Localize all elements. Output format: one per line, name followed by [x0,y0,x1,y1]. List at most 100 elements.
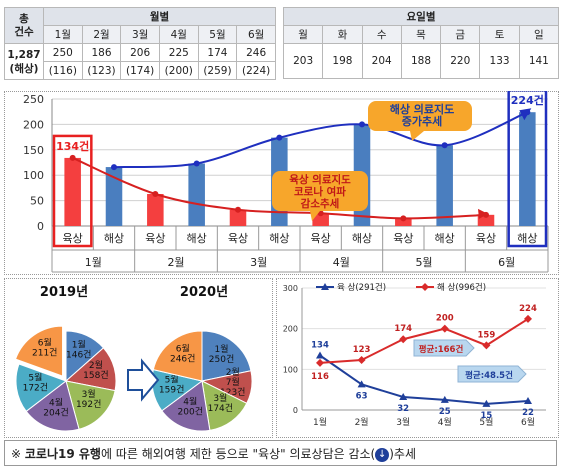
line-legend: 육 상(291건) 해 상(996건) [316,282,486,293]
pie-2019-title: 2019년 [40,285,88,300]
y-tick-label: 200 [23,118,44,131]
line-series-sea [319,318,529,364]
month-total-5: 174 [197,43,238,62]
month-header-4: 4월 [158,25,199,44]
sea-jun-label: 224건 [511,93,544,107]
sea-trend-callout-shape [368,101,472,141]
land-marker [482,399,491,407]
sea-trend-line [113,111,528,169]
weekday-header-3: 수 [361,25,402,44]
y-tick-label: 0 [293,406,298,415]
weekday-value-5: 220 [440,43,481,79]
pie-slice [161,380,211,432]
land-marker [399,392,408,400]
pie-slice-label: 4월 204건 [43,396,68,418]
pie-slice-label-line: 6월 [38,337,52,349]
sea-trend-marker [193,160,200,167]
bar-land-3 [229,209,247,226]
sub-category-label: 해상 [517,231,537,245]
sub-category-label: 해상 [352,231,372,245]
land-data-label: 15 [480,411,492,421]
y-tick-label: 250 [23,93,44,106]
land-trend-arrowhead [478,208,488,219]
total-count-cell: 1,287 (해상) [4,43,44,80]
x-tick-label: 6월 [521,416,535,428]
weekday-header-5: 금 [440,25,481,44]
land-average-text: 평균:48.5건 [465,370,513,381]
pie-slice-label-line: 211건 [32,348,57,359]
pie-slice-label-line: 192건 [76,399,101,410]
x-tick-label: 4월 [438,416,452,428]
land-data-label: 63 [356,391,368,401]
weekday-value-4: 188 [400,43,442,79]
sea-data-label: 123 [353,345,371,355]
land-data-label: 22 [522,408,534,418]
pie-slice-label-line: 3월 [82,388,96,400]
sub-category-label: 육상 [393,232,413,245]
sea-average-shape [413,339,475,357]
sea-data-label: 159 [478,330,496,340]
pie-slice-label-line: 204건 [43,407,68,418]
sea-trend-arrowhead [519,108,532,121]
pie-slice-label: 1월 250건 [209,343,234,365]
pie-slice-label-line: 3월 [213,392,227,404]
month-label: 3월 [250,256,267,269]
month-header-6: 6월 [236,25,276,44]
pie-slice-label-line: 146건 [66,350,91,361]
x-tick-label: 2월 [355,416,369,428]
sea-marker [440,324,449,333]
bar-sea-2 [188,163,205,226]
land-marker [316,351,324,359]
pie-slice-label-line: 4월 [49,396,63,408]
pie-slice-label: 3월 192건 [76,388,101,410]
pie-slice-label-line: 200건 [178,407,203,418]
sea-trend-marker [276,134,283,141]
land-data-label: 25 [439,407,451,417]
sea-trend-callout: 해상 의료지도 증가추세 [368,101,472,141]
month-label: 4월 [333,256,350,269]
pie-slice-label-line: 4월 [183,396,197,408]
footer-bold: 코로나19 유행 [24,447,101,461]
sub-category-label: 육상 [476,232,496,245]
pie-slice-label: 2월 158건 [83,359,108,381]
footer-mark: ※ [11,447,22,461]
month-total-3: 206 [120,43,160,62]
land-data-label: 134 [311,341,329,351]
land-trend-callout-text-line: 육상 의료지도 [289,173,351,186]
footer-note: ※ 코로나19 유행에 따른 해외여행 제한 등으로 "육상" 의료상담은 감소… [4,440,557,466]
pie-slice-label-line: 6월 [176,343,190,355]
total-count-sea: (해상) [9,62,39,75]
pie-slice-label-line: 158건 [83,370,108,381]
pie-slice [25,380,80,432]
weekday-header-6: 토 [479,25,520,44]
bar-sea-1 [105,167,123,226]
bar-sea-5 [436,145,453,226]
pie-slice-label: 6월 211건 [32,337,57,359]
pie-slice-label: 3월 174건 [208,392,233,414]
x-tick-label: 5월 [479,416,493,428]
month-sea-3: (174) [120,61,160,80]
sea-trend-marker [359,121,365,128]
pie-slice-label: 4월 200건 [178,396,203,418]
x-tick-label: 1월 [313,416,327,428]
line-chart-panel [276,278,559,438]
pie-slice-label: 5월 172건 [23,372,48,394]
month-sea-4: (200) [158,61,199,80]
pie-slice-label-line: 1월 [215,343,229,355]
land-trend-callout-shape [272,171,368,221]
month-total-2: 186 [81,43,122,62]
pie-slice-label-line: 5월 [28,372,42,384]
footer-text: 에 따른 해외여행 제한 등으로 "육상" 의료상담은 감소( [100,447,376,461]
sea-data-label: 200 [436,314,454,324]
line-chart: 0 100 200 300 1월 2월 3월 4월 5월 6월 134 63 32 25 15 22 116 12… [283,282,546,428]
pie-slice [65,380,116,430]
sea-trend-callout-text: 해상 의료지도 증가추세 [390,102,455,128]
month-label: 2월 [167,256,184,269]
sea-marker [316,358,324,367]
month-header-3: 3월 [120,25,160,44]
weekday-header-2: 화 [322,25,363,44]
month-sea-6: (224) [236,61,276,80]
bar-land-1 [64,157,81,226]
month-label: 1월 [85,256,102,269]
